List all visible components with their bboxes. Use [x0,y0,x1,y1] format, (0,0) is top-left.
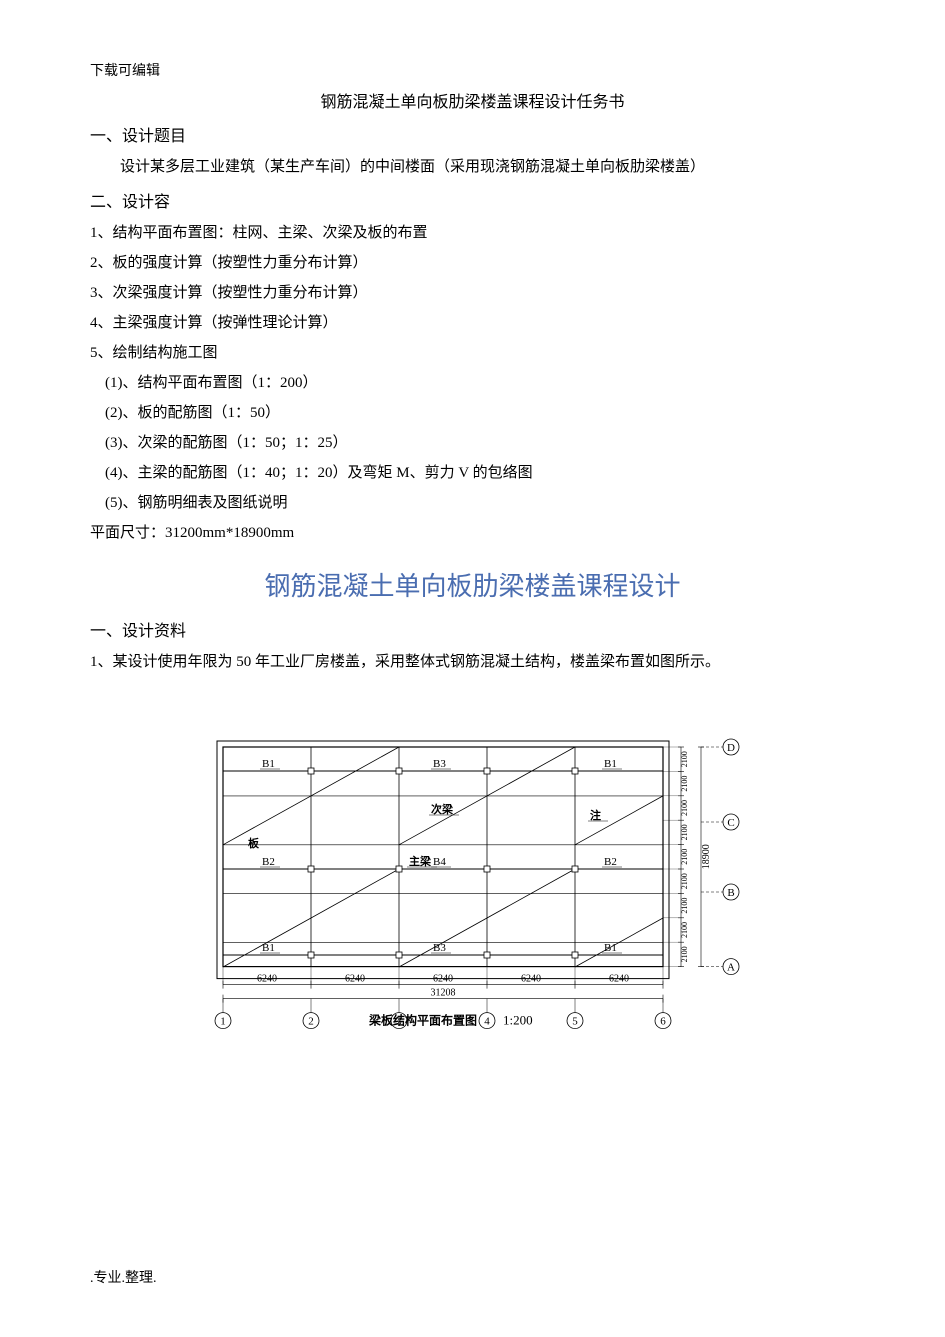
svg-text:B2: B2 [604,856,617,868]
svg-text:2100: 2100 [680,898,689,914]
svg-text:B3: B3 [433,758,446,770]
svg-text:1: 1 [220,1016,226,1028]
svg-text:B3: B3 [433,942,446,954]
svg-text:6240: 6240 [345,974,365,985]
svg-text:2100: 2100 [680,922,689,938]
section-3-head: 一、设计资料 [90,617,855,641]
svg-text:31208: 31208 [430,988,455,999]
s2-sub: (3)、次梁的配筋图（1：50；1：25） [90,428,855,458]
svg-text:2100: 2100 [680,751,689,767]
svg-text:B1: B1 [262,758,275,770]
s2-item: 1、结构平面布置图：柱网、主梁、次梁及板的布置 [90,218,855,248]
main-title: 钢筋混凝土单向板肋梁楼盖课程设计 [90,566,855,603]
s2-item: 5、绘制结构施工图 [90,338,855,368]
s2-item: 4、主梁强度计算（按弹性理论计算） [90,308,855,338]
svg-text:B1: B1 [604,758,617,770]
svg-text:B4: B4 [433,856,446,868]
svg-text:注: 注 [590,808,601,822]
plan-diagram: B1B3B1B2B4B2B1B3B1板主梁次梁注6240624062406240… [163,727,783,1062]
svg-text:B1: B1 [604,942,617,954]
s2-sub: (1)、结构平面布置图（1：200） [90,368,855,398]
section-3-body: 1、某设计使用年限为 50 年工业厂房楼盖，采用整体式钢筋混凝土结构，楼盖梁布置… [90,647,855,677]
plan-svg: B1B3B1B2B4B2B1B3B1板主梁次梁注6240624062406240… [163,727,783,1057]
svg-text:2100: 2100 [680,849,689,865]
svg-text:6240: 6240 [433,974,453,985]
svg-text:C: C [727,817,734,829]
svg-text:2100: 2100 [680,824,689,840]
s2-item: 3、次梁强度计算（按塑性力重分布计算） [90,278,855,308]
s2-item: 2、板的强度计算（按塑性力重分布计算） [90,248,855,278]
svg-text:5: 5 [572,1016,578,1028]
svg-text:主梁: 主梁 [409,854,432,868]
svg-text:D: D [727,742,735,754]
header-note: 下载可编辑 [90,60,855,80]
svg-text:6240: 6240 [521,974,541,985]
s2-sub: (2)、板的配筋图（1：50） [90,398,855,428]
svg-text:次梁: 次梁 [431,802,454,816]
plane-dim: 平面尺寸：31200mm*18900mm [90,518,855,548]
doc-title: 钢筋混凝土单向板肋梁楼盖课程设计任务书 [90,88,855,112]
s2-sub: (5)、钢筋明细表及图纸说明 [90,488,855,518]
section-1-head: 一、设计题目 [90,122,855,146]
svg-text:B1: B1 [262,942,275,954]
svg-text:18900: 18900 [701,844,712,869]
document-page: 下载可编辑 钢筋混凝土单向板肋梁楼盖课程设计任务书 一、设计题目 设计某多层工业… [0,0,945,1337]
svg-text:6240: 6240 [257,974,277,985]
svg-text:6240: 6240 [609,974,629,985]
svg-text:2100: 2100 [680,800,689,816]
svg-text:1:200: 1:200 [503,1013,533,1028]
section-1-body: 设计某多层工业建筑（某生产车间）的中间楼面（采用现浇钢筋混凝土单向板肋梁楼盖） [90,152,855,182]
svg-text:A: A [727,962,735,974]
svg-text:6: 6 [660,1016,666,1028]
section-2-head: 二、设计容 [90,188,855,212]
footer-note: .专业.整理. [90,1267,157,1287]
svg-text:4: 4 [484,1016,490,1028]
s2-sub: (4)、主梁的配筋图（1：40；1：20）及弯矩 M、剪力 V 的包络图 [90,458,855,488]
svg-text:B2: B2 [262,856,275,868]
svg-text:梁板结构平面布置图: 梁板结构平面布置图 [367,1013,476,1028]
svg-text:B: B [727,887,734,899]
svg-text:2100: 2100 [680,776,689,792]
svg-text:2: 2 [308,1016,314,1028]
svg-text:2100: 2100 [680,873,689,889]
svg-text:板: 板 [248,836,260,850]
svg-text:2100: 2100 [680,946,689,962]
